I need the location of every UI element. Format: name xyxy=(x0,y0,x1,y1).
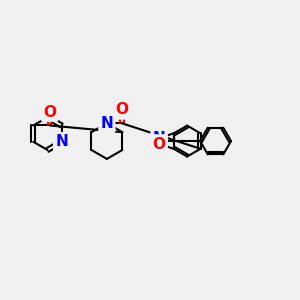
Text: O: O xyxy=(153,136,166,152)
Text: O: O xyxy=(115,102,128,117)
Text: N: N xyxy=(153,130,165,146)
Text: N: N xyxy=(100,116,113,131)
Text: N: N xyxy=(55,134,68,149)
Text: O: O xyxy=(43,105,56,120)
